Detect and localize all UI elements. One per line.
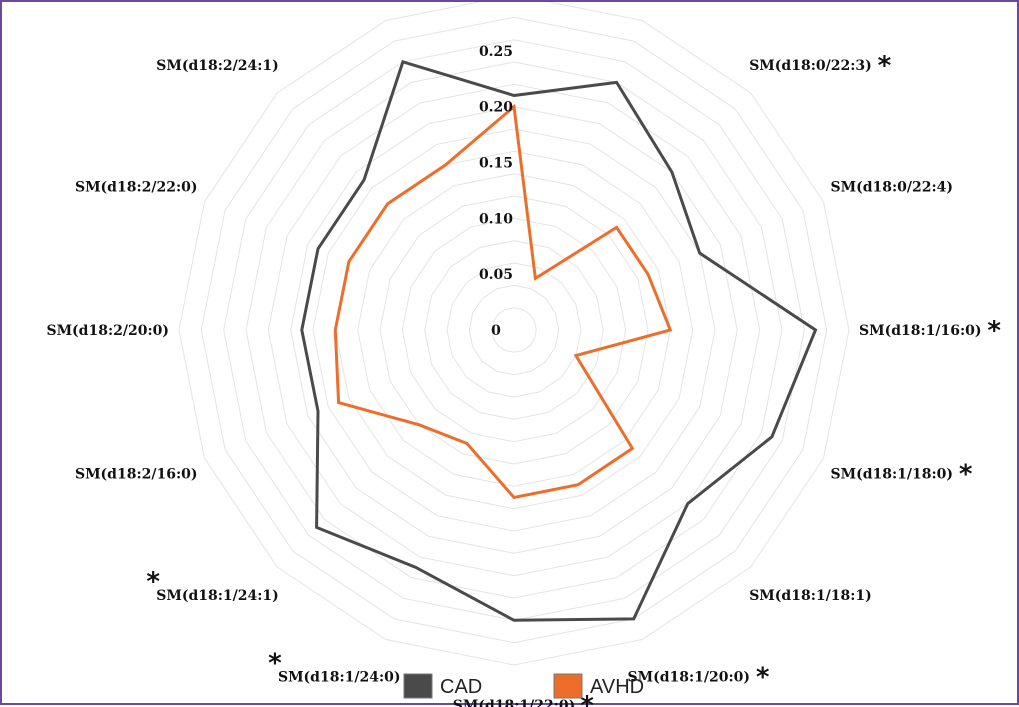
category-label: SM(d18:1/18:1) xyxy=(749,588,872,604)
legend: CAD AVHD xyxy=(403,673,644,699)
radial-tick-label: 0.15 xyxy=(479,156,513,172)
series-line-cad xyxy=(300,59,818,622)
legend-label-cad: CAD xyxy=(440,676,482,698)
legend-label-avhd: AVHD xyxy=(590,676,644,698)
category-label: SM(d18:2/20:0) xyxy=(46,323,169,339)
category-label: SM(d18:0/22:4) xyxy=(831,180,954,196)
legend-swatch-avhd xyxy=(553,673,583,699)
grid-ring xyxy=(267,83,761,577)
grid-ring xyxy=(178,2,850,666)
radar-grid xyxy=(178,2,850,666)
category-label: SM(d18:0/22:3) xyxy=(749,58,872,74)
category-label: SM(d18:1/18:0) xyxy=(831,467,954,483)
legend-swatch-cad xyxy=(403,673,433,699)
category-label: SM(d18:1/24:0) xyxy=(278,670,401,686)
significance-star: * xyxy=(959,460,973,490)
grid-ring xyxy=(334,150,694,510)
grid-ring xyxy=(357,173,671,487)
grid-ring xyxy=(245,61,783,599)
radial-tick-label: 0.30 xyxy=(479,2,513,4)
category-label: SM(d18:1/22:0) xyxy=(453,698,576,707)
significance-star: * xyxy=(146,567,160,597)
significance-star: * xyxy=(268,649,282,679)
significance-star: * xyxy=(580,691,594,707)
grid-ring xyxy=(223,39,805,621)
radial-tick-label: 0.10 xyxy=(479,211,513,227)
category-label: SM(d18:1/20:0) xyxy=(628,670,751,686)
grid-ring xyxy=(200,16,828,644)
grid-ring xyxy=(379,195,649,465)
category-label: SM(d18:2/24:1) xyxy=(156,58,279,74)
significance-star: * xyxy=(878,51,892,81)
radial-tick-labels: 0 0.05 0.10 0.15 0.20 0.25 0.30 xyxy=(479,2,513,339)
radial-tick-label: 0.20 xyxy=(479,100,513,116)
radar-series xyxy=(300,59,818,622)
category-label: SM(d18:1/24:1) xyxy=(156,588,279,604)
grid-ring xyxy=(401,217,627,443)
grid-ring xyxy=(491,307,537,353)
category-labels: SM(d16:1/16:0)SM(d16:1/18:0)*SM(d18:0/22… xyxy=(46,51,1001,707)
series-line-avhd xyxy=(333,103,673,500)
grid-ring xyxy=(424,240,604,420)
grid-ring xyxy=(312,128,716,532)
category-label: SM(d18:1/16:0) xyxy=(859,323,982,339)
radial-tick-label: 0.05 xyxy=(479,267,513,283)
significance-star: * xyxy=(987,316,1001,346)
grid-ring xyxy=(468,284,560,376)
category-label: SM(d18:2/16:0) xyxy=(75,467,198,483)
radial-tick-label: 0 xyxy=(491,323,501,339)
significance-star: * xyxy=(756,663,770,693)
grid-ring xyxy=(290,106,738,554)
radial-tick-label: 0.25 xyxy=(479,44,513,60)
grid-ring xyxy=(446,262,582,398)
category-label: SM(d18:2/22:0) xyxy=(75,180,198,196)
